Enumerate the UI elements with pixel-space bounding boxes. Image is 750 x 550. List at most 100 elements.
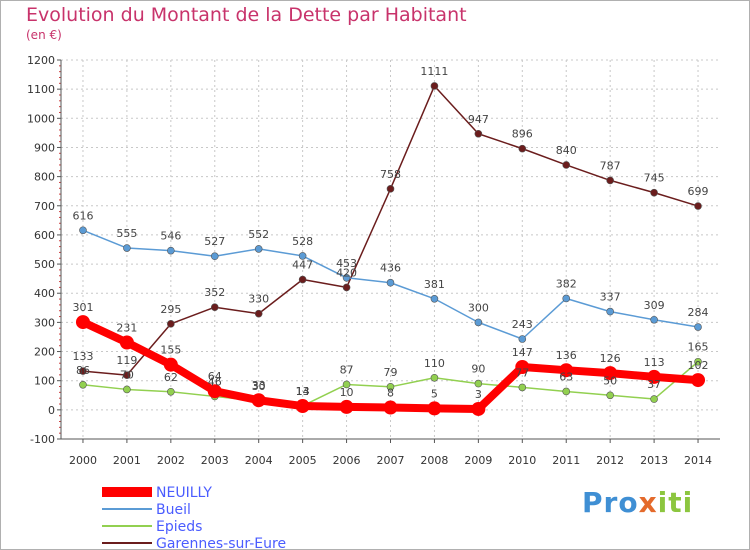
data-label: 64 <box>208 370 222 383</box>
data-point <box>386 383 395 391</box>
data-point <box>650 395 658 403</box>
x-tick-label: 2006 <box>333 454 361 467</box>
data-label: 528 <box>292 235 313 248</box>
data-point <box>210 303 219 312</box>
data-point <box>559 363 574 378</box>
data-point <box>518 383 527 392</box>
data-label: 70 <box>120 368 134 381</box>
legend-label: Bueil <box>156 502 191 518</box>
data-label: 102 <box>688 359 709 372</box>
data-label: 382 <box>556 277 577 290</box>
data-label: 136 <box>556 349 577 362</box>
chart-subtitle: (en €) <box>26 28 62 42</box>
data-point <box>79 367 87 375</box>
data-label: 840 <box>556 144 577 157</box>
y-tick-label: 300 <box>34 316 55 329</box>
data-label: 381 <box>424 278 445 291</box>
data-label: 947 <box>468 113 489 126</box>
data-point <box>342 283 351 292</box>
y-tick-label: 200 <box>34 346 55 359</box>
data-point <box>386 185 395 193</box>
data-label: 87 <box>340 363 354 376</box>
data-point <box>430 373 439 382</box>
y-tick-label: 1000 <box>27 112 55 125</box>
data-point <box>163 357 178 372</box>
data-point <box>430 82 439 90</box>
data-point <box>606 176 614 185</box>
data-label: 63 <box>559 370 573 383</box>
data-point <box>474 129 483 138</box>
data-point <box>383 400 398 415</box>
legend-label: NEUILLY <box>156 485 212 501</box>
data-label: 616 <box>72 209 93 222</box>
data-point <box>650 315 658 324</box>
data-label: 155 <box>160 344 181 357</box>
y-tick-label: 600 <box>34 229 55 242</box>
data-label: 110 <box>424 357 445 370</box>
x-tick-label: 2008 <box>420 454 448 467</box>
data-point <box>119 335 134 350</box>
x-tick-label: 2004 <box>245 454 273 467</box>
data-point <box>123 371 131 379</box>
y-tick-label: 400 <box>34 287 55 300</box>
data-label: 30 <box>252 380 266 393</box>
data-label: 699 <box>688 185 709 198</box>
x-tick-label: 2010 <box>508 454 536 467</box>
data-point <box>430 294 439 303</box>
axes: -100 0 100 200 300 400 500 600 700 800 900 1000 1100… <box>27 54 720 467</box>
data-point <box>562 387 571 396</box>
x-tick-label: 2007 <box>377 454 405 467</box>
data-label: 787 <box>600 159 621 172</box>
data-point <box>167 387 175 396</box>
x-tick-label: 2013 <box>640 454 668 467</box>
data-label: 14 <box>296 385 310 398</box>
data-point <box>342 273 351 282</box>
data-point <box>606 391 614 400</box>
data-label: 284 <box>688 306 709 319</box>
data-label: 453 <box>336 257 357 270</box>
data-label: 243 <box>512 318 533 331</box>
data-label: 552 <box>248 228 269 241</box>
legend-label: Garennes-sur-Eure <box>156 536 286 550</box>
data-point <box>79 226 87 235</box>
data-point <box>562 161 571 169</box>
data-point <box>691 373 706 388</box>
data-label: 10 <box>340 386 354 399</box>
data-point <box>427 401 442 416</box>
data-label: 1111 <box>420 65 448 78</box>
data-point <box>650 188 658 197</box>
x-tick-label: 2005 <box>289 454 317 467</box>
proxiti-logo: Proxiti <box>582 486 694 519</box>
data-point <box>694 202 702 210</box>
y-tick-label: 900 <box>34 141 55 154</box>
data-label: 62 <box>164 371 178 384</box>
legend-swatch-neuilly <box>102 487 152 497</box>
data-point <box>342 380 351 389</box>
x-tick-label: 2000 <box>69 454 97 467</box>
data-label: 50 <box>603 374 617 387</box>
data-label: 546 <box>160 230 181 243</box>
data-point <box>647 369 662 384</box>
data-point <box>518 144 527 153</box>
data-label: 447 <box>292 259 313 272</box>
data-point <box>167 246 175 255</box>
data-label: 126 <box>600 352 621 365</box>
data-point <box>251 393 266 408</box>
data-label: 896 <box>512 128 533 141</box>
data-label: 555 <box>116 227 137 240</box>
data-label: 113 <box>644 356 665 369</box>
series-layer <box>75 82 706 416</box>
data-point <box>471 401 486 416</box>
data-label: 86 <box>76 364 90 377</box>
data-point <box>515 359 530 374</box>
data-point <box>75 315 90 330</box>
data-point <box>386 278 395 287</box>
data-point <box>298 252 307 260</box>
data-point <box>694 323 702 331</box>
data-label: 3 <box>475 388 482 401</box>
x-tick-label: 2011 <box>552 454 580 467</box>
x-tick-label: 2009 <box>464 454 492 467</box>
data-label: 330 <box>248 293 269 306</box>
data-label: 77 <box>515 366 529 379</box>
data-label: 119 <box>116 354 137 367</box>
